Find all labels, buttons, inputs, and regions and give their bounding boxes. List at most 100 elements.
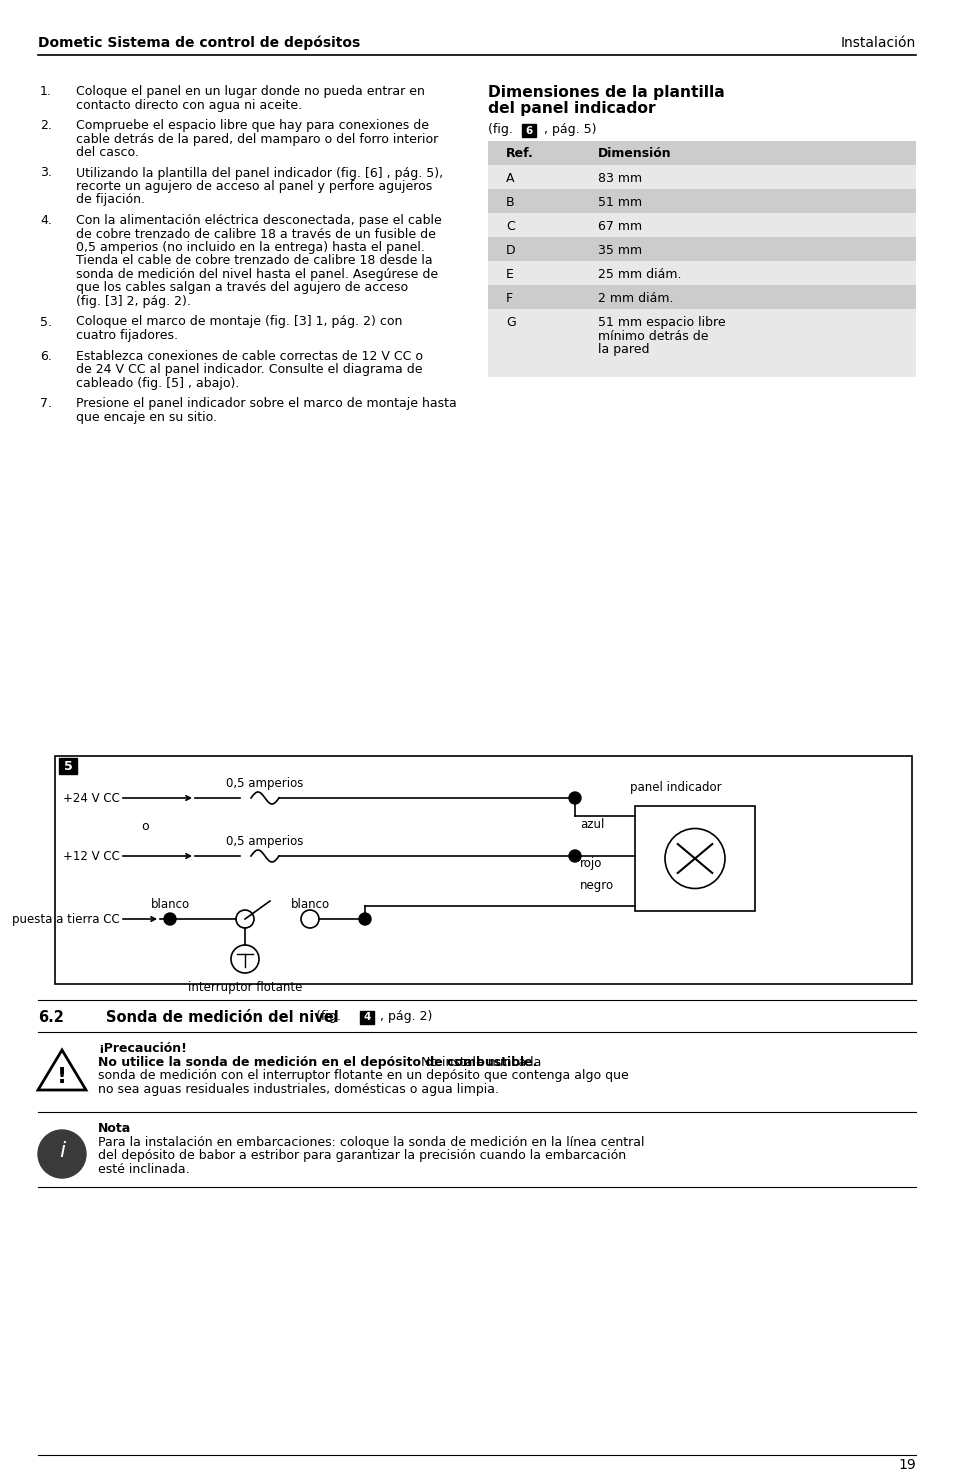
Text: 35 mm: 35 mm bbox=[598, 243, 641, 257]
FancyBboxPatch shape bbox=[521, 124, 536, 137]
Text: 1.: 1. bbox=[40, 86, 51, 97]
FancyBboxPatch shape bbox=[488, 165, 915, 189]
Text: Dometic Sistema de control de depósitos: Dometic Sistema de control de depósitos bbox=[38, 35, 360, 50]
Text: cable detrás de la pared, del mamparo o del forro interior: cable detrás de la pared, del mamparo o … bbox=[76, 133, 437, 146]
Text: recorte un agujero de acceso al panel y perfore agujeros: recorte un agujero de acceso al panel y … bbox=[76, 180, 432, 193]
Text: Instalación: Instalación bbox=[840, 35, 915, 50]
Circle shape bbox=[664, 829, 724, 888]
Text: Utilizando la plantilla del panel indicador (fig. [6] , pág. 5),: Utilizando la plantilla del panel indica… bbox=[76, 167, 442, 180]
Text: 5: 5 bbox=[64, 760, 72, 773]
Text: rojo: rojo bbox=[579, 857, 601, 870]
Text: 0,5 amperios: 0,5 amperios bbox=[226, 777, 303, 791]
Circle shape bbox=[38, 1130, 86, 1179]
Text: 6: 6 bbox=[525, 125, 532, 136]
Text: +24 V CC: +24 V CC bbox=[63, 792, 120, 804]
Text: 6.2: 6.2 bbox=[38, 1010, 64, 1025]
Text: (fig. [3] 2, pág. 2).: (fig. [3] 2, pág. 2). bbox=[76, 295, 191, 308]
Text: la pared: la pared bbox=[598, 344, 649, 355]
Circle shape bbox=[568, 792, 580, 804]
Text: 6.: 6. bbox=[40, 350, 51, 363]
FancyBboxPatch shape bbox=[488, 237, 915, 261]
Text: o: o bbox=[141, 820, 149, 833]
Text: Dimensión: Dimensión bbox=[598, 148, 671, 159]
Text: 0,5 amperios (no incluido en la entrega) hasta el panel.: 0,5 amperios (no incluido en la entrega)… bbox=[76, 240, 424, 254]
Text: Presione el panel indicador sobre el marco de montaje hasta: Presione el panel indicador sobre el mar… bbox=[76, 397, 456, 410]
Text: G: G bbox=[505, 316, 516, 329]
Text: de fijación.: de fijación. bbox=[76, 193, 145, 206]
Text: sonda de medición del nivel hasta el panel. Asegúrese de: sonda de medición del nivel hasta el pan… bbox=[76, 268, 437, 282]
Text: Dimensiones de la plantilla: Dimensiones de la plantilla bbox=[488, 86, 724, 100]
Text: (fig.: (fig. bbox=[308, 1010, 345, 1024]
Text: 51 mm espacio libre: 51 mm espacio libre bbox=[598, 316, 725, 329]
Text: , pág. 2): , pág. 2) bbox=[375, 1010, 432, 1024]
FancyBboxPatch shape bbox=[55, 757, 911, 984]
FancyBboxPatch shape bbox=[488, 261, 915, 285]
Text: 2 mm diám.: 2 mm diám. bbox=[598, 292, 673, 305]
Text: blanco: blanco bbox=[290, 898, 329, 912]
Text: contacto directo con agua ni aceite.: contacto directo con agua ni aceite. bbox=[76, 99, 302, 112]
Text: cuatro fijadores.: cuatro fijadores. bbox=[76, 329, 178, 342]
Polygon shape bbox=[38, 1050, 86, 1090]
Text: panel indicador: panel indicador bbox=[629, 782, 720, 795]
Text: No utilice la sonda de medición en el depósito de combustible.: No utilice la sonda de medición en el de… bbox=[98, 1056, 537, 1069]
Text: Coloque el marco de montaje (fig. [3] 1, pág. 2) con: Coloque el marco de montaje (fig. [3] 1,… bbox=[76, 316, 402, 329]
Text: azul: azul bbox=[579, 817, 604, 830]
FancyBboxPatch shape bbox=[359, 1010, 374, 1024]
Text: puesta a tierra CC: puesta a tierra CC bbox=[12, 913, 120, 925]
Text: que los cables salgan a través del agujero de acceso: que los cables salgan a través del aguje… bbox=[76, 282, 408, 295]
Text: 3.: 3. bbox=[40, 167, 51, 180]
Text: no sea aguas residuales industriales, domésticas o agua limpia.: no sea aguas residuales industriales, do… bbox=[98, 1083, 498, 1096]
FancyBboxPatch shape bbox=[59, 758, 77, 774]
Text: E: E bbox=[505, 268, 514, 282]
Text: 19: 19 bbox=[898, 1457, 915, 1472]
FancyBboxPatch shape bbox=[488, 189, 915, 212]
Text: de 24 V CC al panel indicador. Consulte el diagrama de: de 24 V CC al panel indicador. Consulte … bbox=[76, 363, 422, 376]
Text: Para la instalación en embarcaciones: coloque la sonda de medición en la línea c: Para la instalación en embarcaciones: co… bbox=[98, 1136, 644, 1149]
Circle shape bbox=[568, 850, 580, 861]
Text: (fig.: (fig. bbox=[488, 122, 517, 136]
Text: negro: negro bbox=[579, 879, 614, 892]
Circle shape bbox=[235, 910, 253, 928]
Text: No instale nunca la: No instale nunca la bbox=[416, 1056, 541, 1069]
Text: , pág. 5): , pág. 5) bbox=[539, 122, 596, 136]
Text: Ref.: Ref. bbox=[505, 148, 533, 159]
Text: 4: 4 bbox=[363, 1012, 371, 1022]
Circle shape bbox=[231, 945, 258, 974]
Text: Establezca conexiones de cable correctas de 12 V CC o: Establezca conexiones de cable correctas… bbox=[76, 350, 422, 363]
Circle shape bbox=[358, 913, 371, 925]
Text: cableado (fig. [5] , abajo).: cableado (fig. [5] , abajo). bbox=[76, 376, 239, 389]
Text: del casco.: del casco. bbox=[76, 146, 139, 159]
Text: 51 mm: 51 mm bbox=[598, 196, 641, 209]
Text: Compruebe el espacio libre que hay para conexiones de: Compruebe el espacio libre que hay para … bbox=[76, 119, 429, 131]
Text: sonda de medición con el interruptor flotante en un depósito que contenga algo q: sonda de medición con el interruptor flo… bbox=[98, 1069, 628, 1083]
Circle shape bbox=[164, 913, 175, 925]
Text: D: D bbox=[505, 243, 515, 257]
Text: ¡Precaución!: ¡Precaución! bbox=[98, 1041, 187, 1055]
Text: 83 mm: 83 mm bbox=[598, 173, 641, 184]
Text: F: F bbox=[505, 292, 513, 305]
Text: !: ! bbox=[57, 1066, 67, 1087]
FancyBboxPatch shape bbox=[488, 212, 915, 237]
Text: +12 V CC: +12 V CC bbox=[63, 850, 120, 863]
Text: 7.: 7. bbox=[40, 397, 52, 410]
FancyBboxPatch shape bbox=[635, 805, 754, 912]
Text: C: C bbox=[505, 220, 515, 233]
Text: mínimo detrás de: mínimo detrás de bbox=[598, 329, 708, 342]
Text: 2.: 2. bbox=[40, 119, 51, 131]
Text: interruptor flotante: interruptor flotante bbox=[188, 981, 302, 994]
Text: A: A bbox=[505, 173, 514, 184]
Text: de cobre trenzado de calibre 18 a través de un fusible de: de cobre trenzado de calibre 18 a través… bbox=[76, 227, 436, 240]
Text: 25 mm diám.: 25 mm diám. bbox=[598, 268, 680, 282]
Text: blanco: blanco bbox=[151, 898, 190, 912]
FancyBboxPatch shape bbox=[488, 308, 915, 378]
Text: esté inclinada.: esté inclinada. bbox=[98, 1162, 190, 1176]
Text: Nota: Nota bbox=[98, 1122, 132, 1134]
Text: 67 mm: 67 mm bbox=[598, 220, 641, 233]
Text: que encaje en su sitio.: que encaje en su sitio. bbox=[76, 410, 216, 423]
FancyBboxPatch shape bbox=[488, 285, 915, 308]
Text: i: i bbox=[59, 1142, 65, 1161]
Text: 0,5 amperios: 0,5 amperios bbox=[226, 835, 303, 848]
Text: del depósito de babor a estribor para garantizar la precisión cuando la embarcac: del depósito de babor a estribor para ga… bbox=[98, 1149, 625, 1162]
Text: B: B bbox=[505, 196, 514, 209]
Circle shape bbox=[301, 910, 318, 928]
